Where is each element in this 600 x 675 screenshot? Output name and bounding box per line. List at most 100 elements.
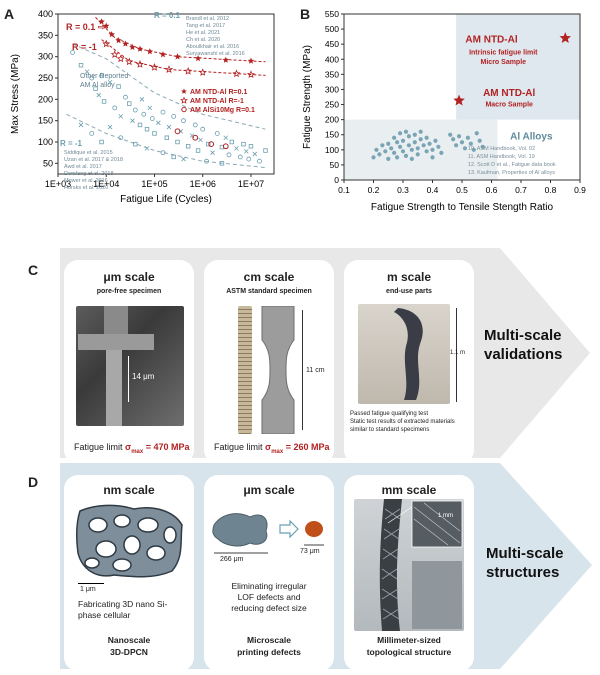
y-tick-label: 100 (38, 137, 53, 147)
description-line-2: phase cellular (78, 610, 131, 620)
fatigue-limit-caption: Fatigue limit σmax = 470 MPa (74, 442, 190, 457)
x-tick-label: 0.5 (456, 185, 468, 195)
legend-marker (181, 88, 187, 94)
point-ntd-al-rm1 (110, 50, 119, 58)
description-line-1: Eliminating irregular (231, 581, 307, 591)
x-tick-label: 1E+03 (45, 179, 71, 189)
point-other-am-al (206, 141, 211, 147)
point-ntd-al-micro (559, 32, 571, 43)
point-ntd-al-r01 (222, 56, 229, 63)
annotation-r01-legend: R = 0.1 (154, 11, 181, 20)
card-nm-scale-structure: nm scale 1 μm Fabricating 3D nano Si- ph… (64, 475, 194, 671)
point-ntd-al-r01 (159, 51, 167, 58)
legend-rm1-entry: Domfang et al. 2018 (64, 171, 114, 177)
point-ntd-al-rm1 (165, 65, 174, 73)
point-other-am-al (257, 158, 262, 164)
y-tick-label: 50 (43, 158, 53, 168)
point-al-alloy (415, 146, 420, 151)
footer-line-1: Nanoscale (107, 635, 151, 645)
point-ntd-al-macro (453, 94, 465, 106)
x-tick-label: 0.7 (515, 185, 527, 195)
point-other-am-al (181, 156, 186, 162)
x-tick-label: 0.6 (486, 185, 498, 195)
point-al-alloy (459, 140, 465, 145)
legend-am-entry: AM NTD-Al R=-1 (190, 98, 244, 105)
point-al-alloy (427, 141, 432, 146)
footer-line-2: 3D-DPCN (110, 647, 148, 657)
point-al-alloy (454, 143, 459, 148)
dimension-label: 14 μm (132, 372, 155, 381)
x-tick-label: 1E+05 (141, 179, 167, 189)
point-ntd-al-rm1 (135, 60, 145, 68)
x-tick-label: 1E+04 (93, 179, 119, 189)
panel-letter-b: B (300, 6, 311, 22)
point-other-am-al (234, 146, 239, 151)
legend-r01-entry: Aboulkhair et al. 2016 (186, 44, 239, 50)
point-other-am-al (123, 94, 128, 100)
description-line-3: reducing defect size (231, 603, 307, 613)
point-al-alloy (421, 143, 426, 148)
sigma-subscript: max (131, 448, 144, 455)
reference-entry: 13. Kaufman, Properties of Al alloys (468, 170, 555, 176)
point-other-am-al (160, 150, 166, 156)
card-title: mm scale (381, 483, 437, 497)
point-al-alloy (471, 147, 476, 152)
label-macro-sub: Macro Sample (485, 102, 533, 109)
point-other-am-al (107, 79, 113, 85)
defect-comparison-image (212, 513, 324, 554)
y-tick-label: 350 (38, 30, 53, 40)
side-label-line-1: Multi-scale (486, 545, 564, 562)
point-other-am-al (141, 111, 147, 117)
point-al-alloy (412, 132, 417, 137)
point-other-am-al (166, 124, 172, 130)
lower-bound-curve (66, 113, 266, 169)
point-other-am-al (149, 116, 155, 121)
point-other-am-al (89, 131, 95, 136)
annotation-r01: R = 0.1 ⇨ (66, 22, 106, 32)
footer-line-1: Microscale (247, 635, 291, 645)
point-other-am-al (210, 150, 215, 155)
point-al-alloy (374, 147, 379, 152)
point-al-alloy (436, 144, 441, 149)
y-tick-label: 550 (325, 9, 339, 19)
point-al-alloy (377, 152, 382, 157)
sigma-symbol: σ (125, 442, 132, 452)
point-other-am-al (139, 97, 145, 102)
point-ntd-al-r01 (98, 18, 105, 25)
point-al-alloy (480, 144, 485, 149)
qualifying-caption-2: Static test results of extracted materia… (350, 419, 455, 425)
point-al-alloy (400, 138, 406, 143)
legend-rm1-entry: Horsks et al. 2020 (64, 185, 108, 191)
y-tick-label: 400 (38, 9, 53, 19)
point-alsi10mg (208, 141, 215, 148)
point-al-alloy (383, 149, 388, 154)
point-other-am-al (226, 152, 232, 158)
annotation-rm1: R = -1 (72, 42, 97, 52)
point-other-am-al (263, 148, 268, 153)
point-other-am-al (133, 141, 138, 147)
point-al-alloy (389, 146, 394, 151)
point-other-am-al (127, 101, 132, 106)
x-tick-label: 0.1 (338, 185, 350, 195)
fatigue-limit-caption: Fatigue limit σmax = 260 MPa (214, 442, 330, 457)
point-al-alloy (418, 137, 423, 142)
point-other-am-al (101, 99, 107, 104)
annotation-rm1-lower: R = -1 (60, 139, 83, 148)
card-title: μm scale (243, 483, 295, 497)
label-micro-sub1: Intrinsic fatigue limit (469, 50, 538, 57)
point-other-am-al (171, 154, 176, 160)
point-al-alloy (371, 155, 376, 160)
point-alsi10mg (192, 134, 199, 141)
card-um-scale-validation: μm scale pore-free specimen 14 μm Fatigu… (64, 260, 194, 464)
point-other-am-al (118, 135, 124, 141)
y-tick-label: 200 (325, 115, 339, 125)
point-al-alloy (380, 143, 385, 148)
x-tick-label: 0.2 (368, 185, 380, 195)
point-other-am-al (204, 158, 209, 164)
upper-bound-curve (72, 43, 266, 130)
annotation-other-2: AM Al alloy (80, 82, 115, 89)
x-tick-label: 0.3 (397, 185, 409, 195)
point-other-am-al (144, 127, 150, 132)
chart-b: 0 50 100 150 200 250 300 350 400 450 500 550 0.1 0.2 0… (302, 9, 586, 213)
point-al-alloy (430, 147, 435, 152)
